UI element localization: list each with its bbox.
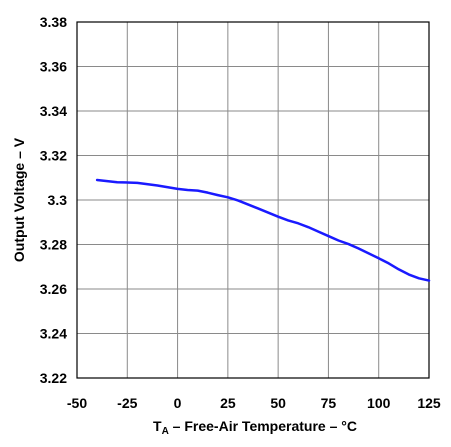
y-tick-label: 3.28	[40, 237, 67, 253]
x-axis-title-subscript: A	[162, 426, 169, 437]
series-layer	[95, 178, 431, 282]
plot-frame	[76, 21, 430, 379]
y-tick-labels: 3.22 3.24 3.26 3.28 3.3 3.32 3.34 3.36 3.38	[40, 14, 67, 386]
y-axis-title: Output Voltage – V	[11, 137, 27, 262]
y-tick-label: 3.36	[40, 59, 67, 75]
x-tick-label: -50	[67, 395, 87, 411]
x-tick-labels: -50 -25 0 25 50 75 100 125	[67, 395, 441, 411]
y-tick-label: 3.3	[48, 192, 68, 208]
x-axis-title-rest: – Free-Air Temperature – °C	[169, 418, 357, 434]
y-tick-label: 3.32	[40, 148, 67, 164]
x-axis-title: TA – Free-Air Temperature – °C	[153, 418, 357, 437]
y-tick-label: 3.38	[40, 14, 67, 30]
x-tick-label: 100	[367, 395, 391, 411]
y-tick-label: 3.22	[40, 370, 67, 386]
x-tick-label: 50	[270, 395, 286, 411]
x-tick-label: -25	[117, 395, 137, 411]
grid	[76, 21, 430, 379]
series-line	[95, 178, 431, 282]
x-tick-label: 0	[174, 395, 182, 411]
x-tick-label: 125	[417, 395, 441, 411]
y-tick-label: 3.34	[40, 103, 67, 119]
x-tick-label: 75	[321, 395, 337, 411]
y-tick-label: 3.26	[40, 281, 67, 297]
y-tick-label: 3.24	[40, 326, 67, 342]
x-axis-title-prefix: T	[153, 418, 162, 434]
x-tick-label: 25	[220, 395, 236, 411]
